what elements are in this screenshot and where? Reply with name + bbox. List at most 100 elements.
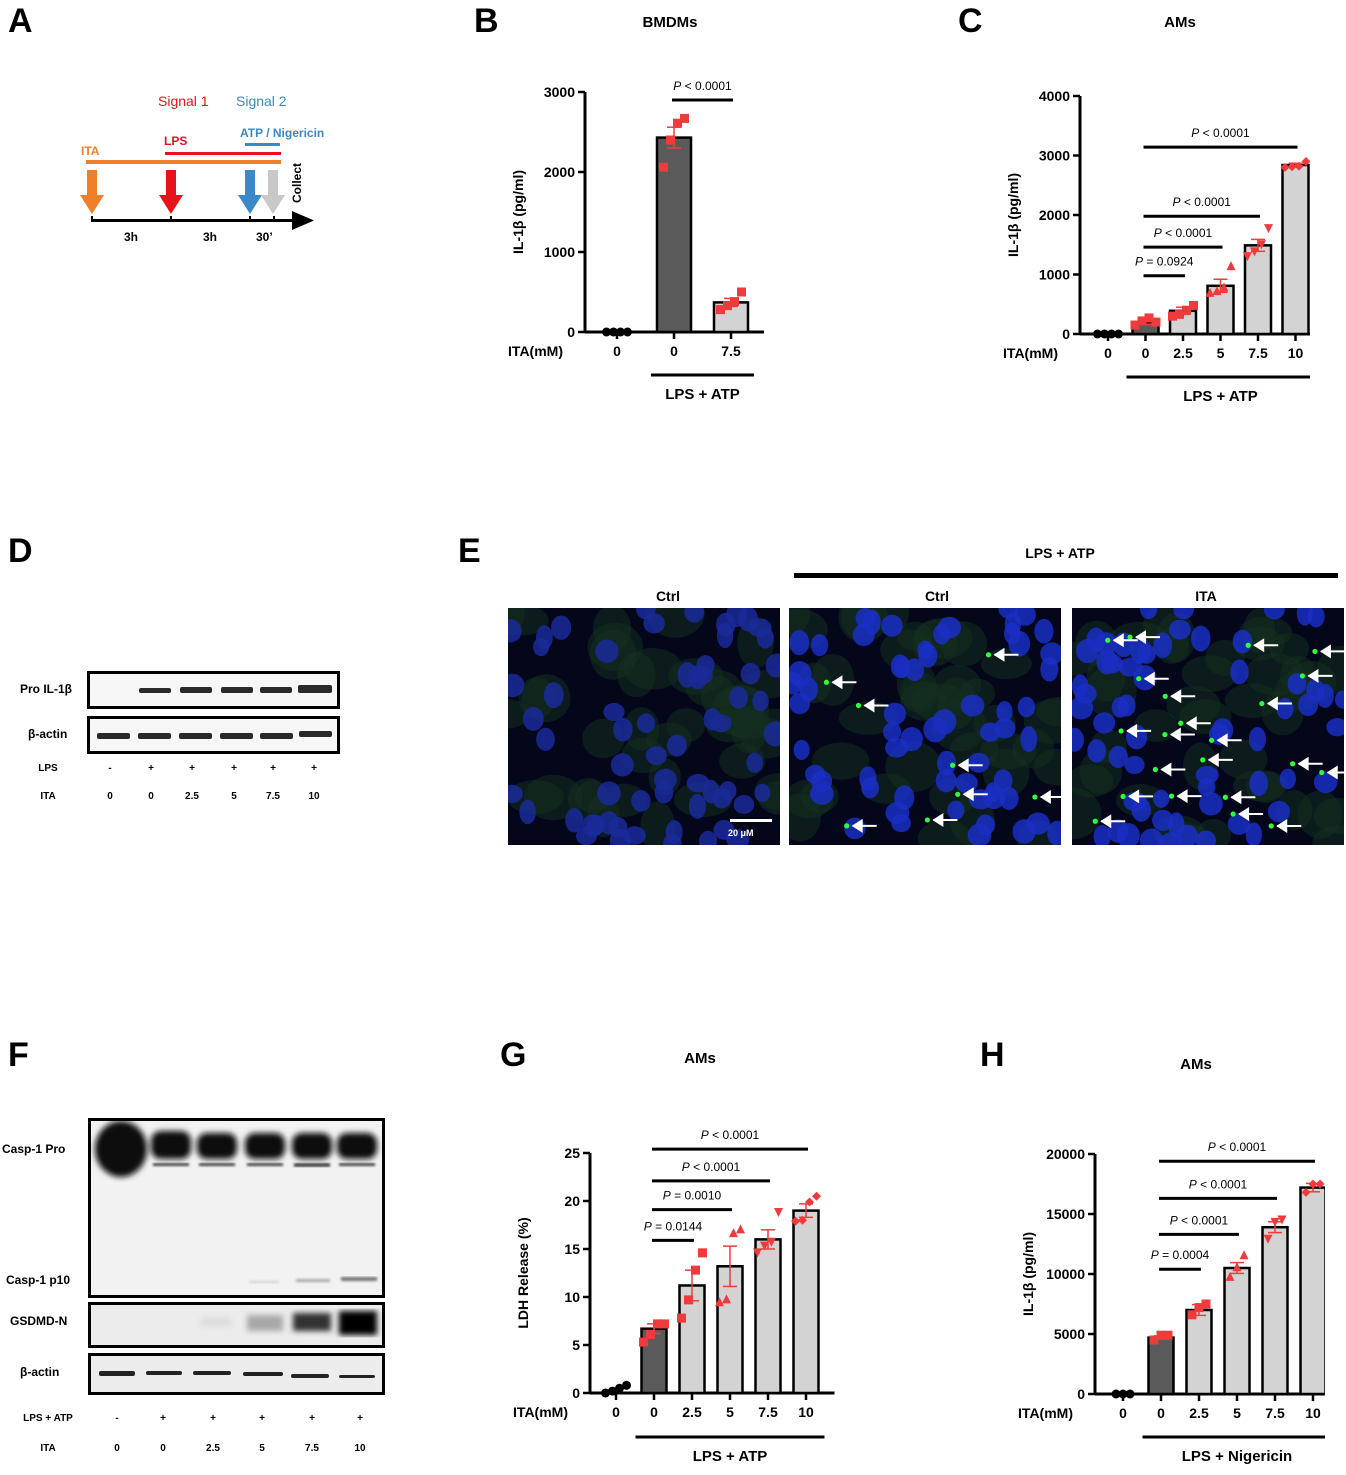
blot-f-lane-cond2: 10 (354, 1443, 366, 1454)
panel-letter-c: C (958, 2, 983, 40)
svg-text:7.5: 7.5 (721, 343, 741, 359)
blot-d-lane-cond2: 5 (231, 791, 237, 802)
panel-letter-h: H (980, 1036, 1005, 1074)
svg-text:P = 0.0010: P = 0.0010 (663, 1189, 722, 1203)
svg-text:0: 0 (1119, 1405, 1127, 1421)
blot-f-lane-cond2: 5 (259, 1443, 265, 1454)
micro-title-lps-ita: ITA (1195, 588, 1217, 604)
collect-label: Collect (290, 163, 304, 203)
blot-f-row-label: β-actin (20, 1365, 60, 1379)
svg-text:LPS + ATP: LPS + ATP (665, 386, 740, 403)
svg-text:P = 0.0924: P = 0.0924 (1135, 255, 1194, 269)
svg-text:5: 5 (1233, 1405, 1241, 1421)
svg-text:1000: 1000 (544, 244, 575, 260)
blot-f-gsdmd-strip (88, 1302, 385, 1348)
svg-text:0: 0 (1077, 1386, 1085, 1402)
chart-c-title: AMs (1164, 14, 1196, 31)
svg-text:3000: 3000 (1039, 148, 1070, 164)
svg-text:P < 0.0001: P < 0.0001 (1170, 1213, 1229, 1227)
atp-arrow-icon (238, 170, 262, 214)
chart-h-am-il1b-nigericin: 0 5000 10000 15000 20000 IL-1β (pg/ml) 0 0 2.5 5 7… (985, 1120, 1342, 1470)
micro-image-ctrl: 20 μM (508, 608, 780, 845)
blot-d-row-label: Pro IL-1β (20, 682, 72, 696)
ita-arrow-icon (80, 170, 104, 214)
collect-arrow-icon (261, 170, 285, 214)
svg-text:2.5: 2.5 (1173, 345, 1193, 361)
svg-text:0: 0 (613, 343, 621, 359)
svg-text:2.5: 2.5 (682, 1404, 702, 1420)
svg-text:0: 0 (1157, 1405, 1165, 1421)
svg-text:2000: 2000 (544, 164, 575, 180)
svg-text:5: 5 (572, 1337, 580, 1353)
scale-bar-label: 20 μM (728, 828, 754, 838)
chart-g-am-ldh: 0 5 10 15 20 25 LDH Release (%) 0 0 2.5 5 7.5 10 ITA(… (510, 1110, 840, 1470)
panel-letter-b: B (474, 2, 499, 40)
blot-f-lane-cond1: + (210, 1413, 216, 1424)
blot-f-cond2-label: ITA (40, 1443, 56, 1454)
blot-f-lane-cond2: 0 (114, 1443, 120, 1454)
svg-text:20000: 20000 (1046, 1146, 1085, 1162)
svg-text:0: 0 (567, 324, 575, 340)
svg-text:LPS + ATP: LPS + ATP (1183, 388, 1258, 405)
svg-text:P = 0.0004: P = 0.0004 (1151, 1248, 1210, 1262)
blot-f-lane-cond1: + (160, 1413, 166, 1424)
panel-letter-a: A (8, 2, 33, 40)
chart-b-bmdm-il1b: 0 1000 2000 3000 IL-1β (pg/ml) 0 0 7.5 ITA(mM) LP… (490, 60, 790, 410)
svg-text:P < 0.0001: P < 0.0001 (1189, 1177, 1248, 1191)
svg-text:10: 10 (1305, 1405, 1321, 1421)
blot-d-lane-cond2: 10 (308, 791, 320, 802)
time-3h-a: 3h (124, 230, 138, 244)
micro-title-ctrl: Ctrl (655, 588, 681, 604)
chart-h-title: AMs (1180, 1056, 1212, 1073)
svg-text:5: 5 (726, 1404, 734, 1420)
svg-text:7.5: 7.5 (1265, 1405, 1285, 1421)
scale-bar (730, 819, 772, 822)
blot-f-lane-cond1: - (115, 1413, 119, 1424)
blot-f-lane-cond2: 7.5 (305, 1443, 319, 1454)
lps-label: LPS (164, 134, 187, 148)
svg-text:ITA(mM): ITA(mM) (1018, 1405, 1073, 1421)
signal-1-label: Signal 1 (158, 93, 209, 109)
blot-d-pro-il1b-strip (87, 671, 340, 709)
signal-2-label: Signal 2 (236, 93, 287, 109)
panel-letter-e: E (458, 532, 481, 570)
panel-letter-f: F (8, 1036, 29, 1074)
svg-text:ITA(mM): ITA(mM) (1003, 345, 1058, 361)
svg-text:IL-1β (pg/ml): IL-1β (pg/ml) (1005, 173, 1021, 257)
blot-d-lane-cond2: 0 (148, 791, 154, 802)
svg-text:0: 0 (650, 1404, 658, 1420)
blot-f-lane-cond1: + (259, 1413, 265, 1424)
svg-text:25: 25 (564, 1145, 580, 1161)
svg-text:0: 0 (1104, 345, 1112, 361)
svg-text:2.5: 2.5 (1189, 1405, 1209, 1421)
blot-d-lane-cond1: + (311, 763, 317, 774)
svg-text:5000: 5000 (1054, 1326, 1085, 1342)
ita-label: ITA (81, 144, 100, 158)
blot-d-lane-cond1: + (231, 763, 237, 774)
micro-image-lps-ctrl (789, 608, 1061, 845)
svg-text:P < 0.0001: P < 0.0001 (1173, 195, 1232, 209)
blot-d-lane-cond1: - (108, 763, 112, 774)
svg-text:10: 10 (1288, 345, 1304, 361)
svg-text:P < 0.0001: P < 0.0001 (673, 79, 732, 93)
blot-f-row-label: GSDMD-N (10, 1314, 68, 1328)
svg-text:15: 15 (564, 1241, 580, 1257)
svg-text:IL-1β (pg/ml): IL-1β (pg/ml) (510, 170, 526, 254)
svg-text:P < 0.0001: P < 0.0001 (701, 1128, 760, 1142)
blot-f-lane-cond2: 0 (160, 1443, 166, 1454)
svg-text:ITA(mM): ITA(mM) (513, 1404, 568, 1420)
blot-f-casp1-strip (88, 1118, 385, 1298)
svg-text:7.5: 7.5 (1248, 345, 1268, 361)
svg-text:10000: 10000 (1046, 1266, 1085, 1282)
blot-f-lane-cond1: + (357, 1413, 363, 1424)
svg-text:2000: 2000 (1039, 207, 1070, 223)
svg-text:P < 0.0001: P < 0.0001 (1191, 126, 1250, 140)
blot-d-cond2-label: ITA (40, 791, 56, 802)
blot-d-row-label: β-actin (28, 727, 68, 741)
blot-d-lane-cond1: + (189, 763, 195, 774)
blot-f-cond1-label: LPS + ATP (23, 1413, 73, 1424)
svg-text:IL-1β (pg/ml): IL-1β (pg/ml) (1020, 1232, 1036, 1316)
micro-group-bar (794, 573, 1338, 578)
svg-text:0: 0 (670, 343, 678, 359)
blot-d-lane-cond1: + (148, 763, 154, 774)
